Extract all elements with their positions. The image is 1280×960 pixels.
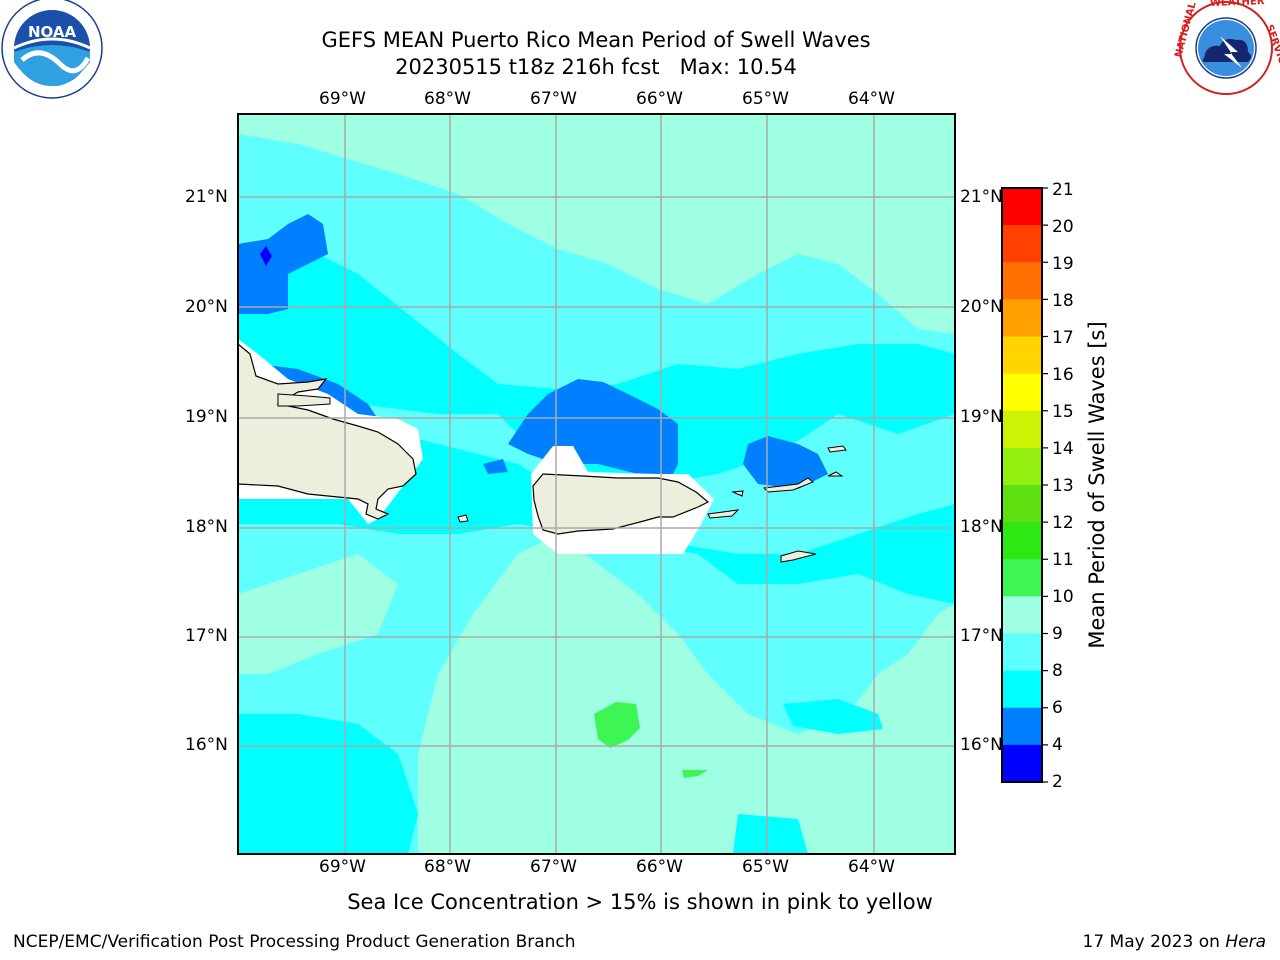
colorbar-tick-label: 15 xyxy=(1052,402,1074,422)
colorbar-bin xyxy=(1002,447,1042,486)
lon-label-bottom: 66°W xyxy=(636,857,683,877)
colorbar-bin xyxy=(1002,373,1042,412)
lon-label-top: 68°W xyxy=(424,89,471,109)
colorbar-bin xyxy=(1002,262,1042,300)
colorbar-bin xyxy=(1002,410,1042,449)
field-4-6-northwest xyxy=(238,214,328,314)
lon-label-bottom: 68°W xyxy=(424,857,471,877)
lat-label-left: 16°N xyxy=(185,735,228,755)
colorbar-tick-label: 13 xyxy=(1052,476,1074,496)
lat-label-right: 17°N xyxy=(960,626,1003,646)
colorbar xyxy=(1001,187,1048,783)
field-10-11-spot2 xyxy=(682,770,708,778)
lat-label-left: 21°N xyxy=(185,187,228,207)
land-anegada xyxy=(827,471,844,477)
lon-label-top: 64°W xyxy=(848,89,895,109)
lat-label-right: 21°N xyxy=(960,187,1003,207)
land-tortuga xyxy=(277,393,331,407)
land-culebra xyxy=(731,490,744,497)
lat-label-right: 16°N xyxy=(960,735,1003,755)
lon-label-top: 69°W xyxy=(319,89,366,109)
lat-label-left: 20°N xyxy=(185,297,228,317)
footer-host: Hera xyxy=(1225,932,1266,952)
field-10-11-spot xyxy=(594,702,640,748)
colorbar-tick-label: 19 xyxy=(1052,254,1074,274)
lon-label-top: 65°W xyxy=(742,89,789,109)
land-st-croix xyxy=(780,550,817,563)
footer-credit: NCEP/EMC/Verification Post Processing Pr… xyxy=(13,932,576,952)
colorbar-bin xyxy=(1002,522,1042,560)
graticule xyxy=(238,114,955,854)
colorbar-tick-label: 18 xyxy=(1052,291,1074,311)
colorbar-tick-label: 12 xyxy=(1052,513,1074,533)
colorbar-tick-label: 8 xyxy=(1052,661,1063,681)
swell-period-map xyxy=(237,113,956,855)
field-2-4-spot xyxy=(260,246,272,266)
footer-date-text: 17 May 2023 on xyxy=(1082,932,1226,952)
colorbar-tick-label: 11 xyxy=(1052,550,1074,570)
colorbar-bin xyxy=(1002,485,1042,523)
field-9-10-south xyxy=(418,534,955,854)
colorbar-tick-label: 17 xyxy=(1052,328,1074,348)
lon-label-bottom: 64°W xyxy=(848,857,895,877)
colorbar-title: Mean Period of Swell Waves [s] xyxy=(1085,321,1109,649)
land-bvi xyxy=(827,445,847,453)
colorbar-tick-label: 9 xyxy=(1052,624,1063,644)
field-4-6-vi xyxy=(743,436,828,489)
lon-label-top: 67°W xyxy=(530,89,577,109)
chart-subtitle-run-info: 20230515 t18z 216h fcst Max: 10.54 xyxy=(395,55,797,79)
lat-label-right: 19°N xyxy=(960,407,1003,427)
sea-ice-note: Sea Ice Concentration > 15% is shown in … xyxy=(347,890,933,914)
field-6-8-upper xyxy=(238,244,955,484)
lat-label-right: 18°N xyxy=(960,517,1003,537)
field-6-8-south xyxy=(238,714,418,854)
map-frame xyxy=(237,113,956,855)
colorbar-bin xyxy=(1002,559,1042,597)
colorbar-bin xyxy=(1002,744,1042,783)
colorbar-tick-label: 2 xyxy=(1052,772,1063,792)
lat-label-left: 17°N xyxy=(185,626,228,646)
land-puerto-rico xyxy=(532,473,710,535)
lat-label-left: 18°N xyxy=(185,517,228,537)
colorbar-tick-label: 21 xyxy=(1052,180,1074,200)
colorbar-bin xyxy=(1002,596,1042,634)
colorbar-bin xyxy=(1002,707,1042,746)
field-6-8-se xyxy=(783,699,883,734)
land-mona xyxy=(457,514,469,523)
lon-label-bottom: 67°W xyxy=(530,857,577,877)
colorbar-frame xyxy=(1001,187,1043,783)
lon-label-bottom: 65°W xyxy=(742,857,789,877)
colorbar-tick-label: 20 xyxy=(1052,217,1074,237)
lat-label-right: 20°N xyxy=(960,297,1003,317)
footer-date: 17 May 2023 on Hera xyxy=(1083,932,1267,952)
colorbar-bin xyxy=(1002,336,1042,375)
colorbar-tick-label: 10 xyxy=(1052,587,1074,607)
colorbar-bin xyxy=(1002,225,1042,263)
field-9-10-north xyxy=(238,114,955,334)
noaa-logo-text: NOAA xyxy=(28,23,77,41)
field-6-8-se2 xyxy=(733,814,808,854)
lon-label-bottom: 69°W xyxy=(319,857,366,877)
colorbar-tick-label: 6 xyxy=(1052,698,1063,718)
svg-text:WEATHER: WEATHER xyxy=(1210,0,1265,9)
land-vieques xyxy=(707,509,740,519)
lat-label-left: 19°N xyxy=(185,407,228,427)
field-4-6-blob xyxy=(483,459,508,474)
colorbar-bin xyxy=(1002,299,1042,337)
colorbar-tick-label: 4 xyxy=(1052,735,1063,755)
colorbar-bin xyxy=(1002,670,1042,709)
colorbar-tick-label: 16 xyxy=(1052,365,1074,385)
colorbar-tick-label: 14 xyxy=(1052,439,1074,459)
nws-logo: NATIONAL WEATHER SERVICE xyxy=(1173,0,1280,95)
colorbar-bin xyxy=(1002,633,1042,672)
noaa-logo: NOAA xyxy=(1,0,103,99)
field-9-10-west xyxy=(238,554,398,674)
land-st-thomas xyxy=(762,477,814,493)
land-hispaniola xyxy=(238,343,417,520)
lon-label-top: 66°W xyxy=(636,89,683,109)
colorbar-bin xyxy=(1002,188,1042,226)
chart-title: GEFS MEAN Puerto Rico Mean Period of Swe… xyxy=(321,28,871,52)
